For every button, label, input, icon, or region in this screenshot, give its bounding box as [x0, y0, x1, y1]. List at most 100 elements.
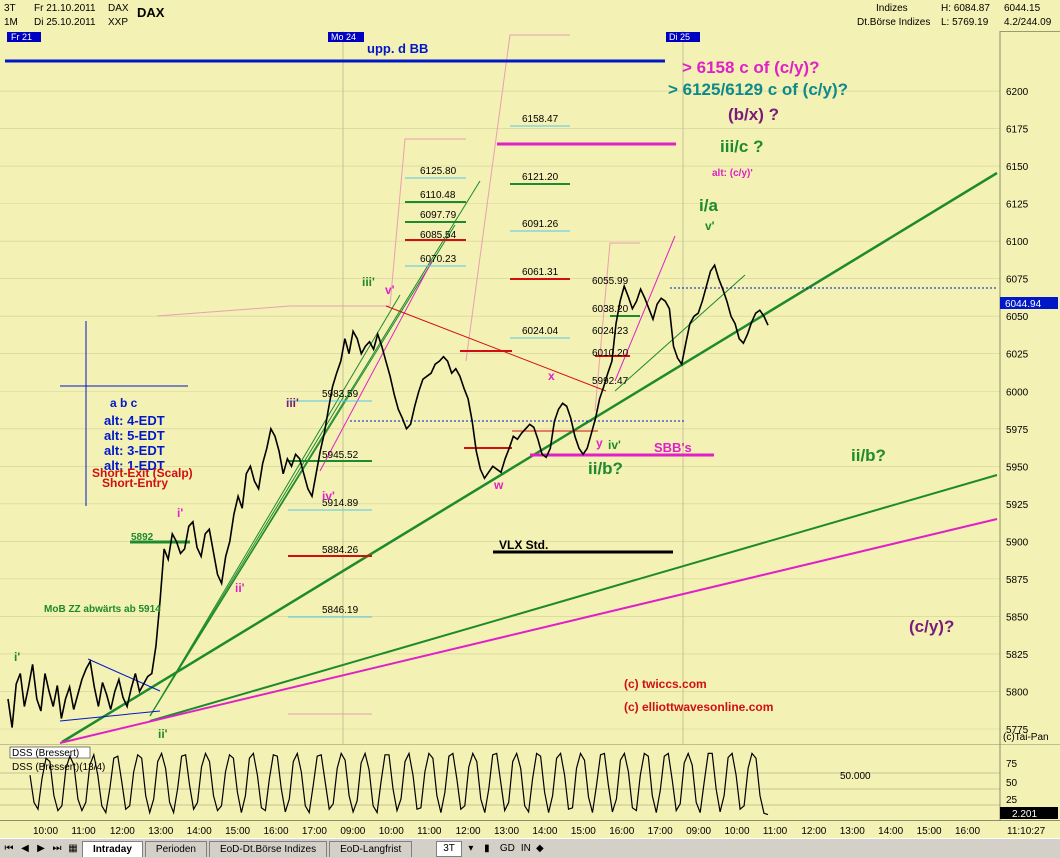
y-tick-label: 6025 [1006, 350, 1029, 361]
wedge-line-bottom [59, 710, 161, 722]
timeframe-label: 3T [4, 3, 16, 14]
dss-oscillator-panel[interactable]: DSS (Bressert) DSS (Bressert)(13/4) 50.0… [0, 744, 1060, 820]
trendline-magenta [59, 518, 998, 744]
range-label: 1M [4, 17, 18, 28]
price-series-line [7, 263, 769, 728]
first-page-icon[interactable]: ⏮ [4, 842, 14, 854]
change-value: 4.2/244.09 [1004, 17, 1052, 28]
exchange-name: Dt.Börse Indizes [857, 17, 931, 28]
target-6158-label: > 6158 c of (c/y)? [682, 58, 819, 77]
osc-tick-25: 25 [1006, 795, 1018, 806]
x-tick-label: 14:00 [187, 826, 212, 837]
sbb-label: SBB's [654, 440, 692, 455]
y-tick-label: 6000 [1006, 387, 1029, 398]
wave-x-label: x [548, 369, 555, 383]
market-group: Indizes [876, 3, 908, 14]
fan-line-right [614, 274, 746, 392]
iiic-label: iii/c ? [720, 137, 763, 156]
x-axis-time: 11:10:27 [1007, 826, 1046, 837]
fan-line-magenta [319, 260, 433, 472]
chart-header: 3T Fr 21.10.2011 DAX 1M Di 25.10.2011 XX… [0, 0, 1060, 32]
last-price-box [1000, 297, 1058, 309]
tab-perioden[interactable]: Perioden [144, 840, 207, 857]
x-tick-label: 12:00 [456, 826, 481, 837]
downtrend-line [385, 305, 607, 392]
last-page-icon[interactable]: ⏭ [52, 842, 62, 854]
prev-page-icon[interactable]: ◀ [21, 842, 29, 854]
fib-mid-4: 6024.04 [522, 326, 559, 337]
fib-right-0: 6055.99 [592, 276, 629, 287]
y-tick-label: 5875 [1006, 575, 1029, 586]
y-tick-label: 5900 [1006, 537, 1029, 548]
x-tick-label: 11:00 [71, 826, 96, 837]
wave-iv-prime-green: iv' [608, 438, 621, 452]
ia-label: i/a [699, 196, 718, 215]
iib-label-right: ii/b? [851, 446, 886, 465]
fib-low-4: 5846.19 [322, 605, 359, 616]
osc-last-box [1000, 807, 1058, 819]
y-tick-label: 6125 [1006, 200, 1029, 211]
fib-right-2: 6024.23 [592, 326, 629, 337]
bar-chart-icon[interactable]: ▮ [484, 842, 490, 854]
y-tick-label: 5950 [1006, 462, 1029, 473]
short-exit-label: Short-Exit (Scalp) [92, 466, 193, 480]
fib-right-1: 6038.20 [592, 304, 629, 315]
day-label-mo: Mo 24 [331, 32, 356, 42]
gd-button[interactable]: GD [499, 843, 515, 854]
wave-v-prime-right: v' [705, 219, 715, 233]
plot-area [0, 31, 1000, 744]
exchange-code: DAX [108, 3, 129, 14]
y-tick-label: 5825 [1006, 650, 1029, 661]
fan-line-4 [149, 180, 481, 717]
x-tick-label: 11:00 [417, 826, 442, 837]
x-tick-label: 17:00 [302, 826, 327, 837]
fib-mid-0: 6158.47 [522, 114, 559, 125]
x-tick-label: 09:00 [686, 826, 711, 837]
fib-left-3: 6085.54 [420, 230, 457, 241]
wave-i-prime-green: i' [14, 650, 20, 664]
y-tick-label: 5800 [1006, 687, 1029, 698]
alt-4-edt: alt: 4-EDT [104, 413, 165, 428]
dropdown-chevron-icon[interactable]: ▾ [468, 842, 474, 854]
fib-low-2: 5914.89 [322, 498, 359, 509]
wave-w-label: w [493, 478, 504, 492]
y-tick-label: 5850 [1006, 612, 1029, 623]
tab-eod-langfrist[interactable]: EoD-Langfrist [329, 840, 413, 857]
layout-icon[interactable]: ▦ [68, 842, 78, 854]
tab-intraday[interactable]: Intraday [82, 840, 143, 857]
y-tick-label: 6075 [1006, 275, 1029, 286]
trendline-lower [149, 474, 998, 722]
next-page-icon[interactable]: ▶ [37, 842, 45, 854]
y-tick-label: 6100 [1006, 237, 1029, 248]
copyright-elliottwaves: (c) elliottwavesonline.com [624, 700, 773, 714]
price-chart[interactable]: Fr 21 Mo 24 Di 25 [0, 31, 1060, 744]
y-tick-label: 6175 [1006, 125, 1029, 136]
timeframe-select[interactable]: 3T [436, 840, 462, 857]
fib-left-4: 6070.23 [420, 254, 457, 265]
fib-guide-2 [389, 138, 466, 307]
fib-mid-1: 6121.20 [522, 172, 559, 183]
day-marker-fr [7, 32, 41, 42]
fib-right-4: 5992.47 [592, 376, 629, 387]
alt-cy-label: alt: (c/y)' [712, 168, 753, 179]
exchange-code-2: XXP [108, 17, 129, 28]
upper-bb-label: upp. d BB [367, 41, 428, 56]
bx-label: (b/x) ? [728, 105, 779, 124]
day-marker-di [666, 32, 700, 42]
alt-1-edt: alt: 1-EDT [104, 458, 165, 473]
last-price-label: 6044.94 [1005, 299, 1042, 310]
alt-3-edt: alt: 3-EDT [104, 443, 165, 458]
in-button[interactable]: IN [520, 843, 531, 854]
color-icon[interactable]: ◆ [536, 842, 544, 854]
x-tick-label: 10:00 [33, 826, 58, 837]
fib-mid-3: 6061.31 [522, 267, 559, 278]
fib-guide-1 [156, 305, 390, 317]
x-tick-label: 09:00 [340, 826, 365, 837]
tab-eod-boerse[interactable]: EoD-Dt.Börse Indizes [208, 840, 328, 857]
x-tick-label: 16:00 [264, 826, 289, 837]
x-tick-label: 13:00 [840, 826, 865, 837]
level-5892-label: 5892 [131, 532, 154, 543]
x-tick-label: 15:00 [225, 826, 250, 837]
x-axis-svg: 10:00 11:00 12:00 13:00 14:00 15:00 16:00 17:00… [33, 826, 1046, 837]
x-tick-label: 10:00 [379, 826, 404, 837]
